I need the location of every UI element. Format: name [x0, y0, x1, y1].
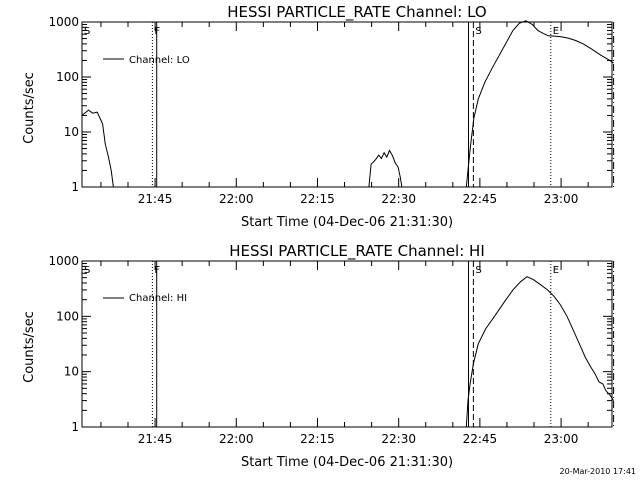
chart-title: HESSI PARTICLE_RATE Channel: HI — [229, 242, 485, 261]
event-marker-label: S — [475, 265, 481, 276]
left-marker-label: S — [84, 265, 90, 276]
left-marker-label: S — [84, 26, 90, 37]
event-marker-label: F — [154, 26, 160, 37]
y-tick-label: 10 — [64, 125, 79, 139]
plot-frame — [81, 21, 613, 188]
x-tick-label: 22:00 — [219, 192, 254, 206]
x-tick-label: 22:15 — [300, 192, 335, 206]
x-tick-label: 22:30 — [381, 192, 416, 206]
y-axis-label: Counts/sec — [22, 72, 37, 144]
y-tick-label: 1 — [71, 180, 79, 194]
x-axis-label: Start Time (04-Dec-06 21:31:30) — [241, 455, 453, 470]
series-line — [81, 109, 114, 188]
x-tick-label: 21:45 — [138, 432, 173, 446]
series-line — [465, 276, 615, 428]
x-tick-label: 21:45 — [138, 192, 173, 206]
y-axis-label: Counts/sec — [22, 311, 37, 383]
x-tick-label: 22:00 — [219, 432, 254, 446]
legend-label: Channel: LO — [129, 55, 190, 66]
x-tick-label: 22:30 — [381, 432, 416, 446]
event-marker-label: E — [553, 26, 559, 37]
event-marker-label: E — [553, 265, 559, 276]
y-tick-label: 1 — [71, 420, 79, 434]
x-tick-label: 22:15 — [300, 432, 335, 446]
plot-frame — [81, 260, 613, 428]
legend-label: Channel: HI — [129, 293, 187, 304]
x-tick-label: 22:45 — [463, 192, 498, 206]
y-tick-label: 10 — [64, 365, 79, 379]
x-axis-label: Start Time (04-Dec-06 21:31:30) — [241, 215, 453, 230]
chart-title: HESSI PARTICLE_RATE Channel: LO — [227, 3, 486, 22]
y-tick-label: 1000 — [48, 254, 79, 268]
x-tick-label: 23:00 — [544, 192, 579, 206]
generation-timestamp: 20-Mar-2010 17:41 — [560, 467, 637, 476]
y-tick-label: 100 — [56, 70, 79, 84]
panel-lo: HESSI PARTICLE_RATE Channel: LO Counts/s… — [22, 3, 615, 230]
y-tick-label: 1000 — [48, 15, 79, 29]
x-tick-label: 22:45 — [463, 432, 498, 446]
x-tick-label: 23:00 — [544, 432, 579, 446]
series-line — [368, 149, 403, 188]
y-tick-label: 100 — [56, 309, 79, 323]
series-line — [465, 20, 614, 188]
panel-hi: HESSI PARTICLE_RATE Channel: HI Counts/s… — [22, 242, 615, 470]
event-marker-label: S — [475, 26, 481, 37]
event-marker-label: F — [154, 265, 160, 276]
